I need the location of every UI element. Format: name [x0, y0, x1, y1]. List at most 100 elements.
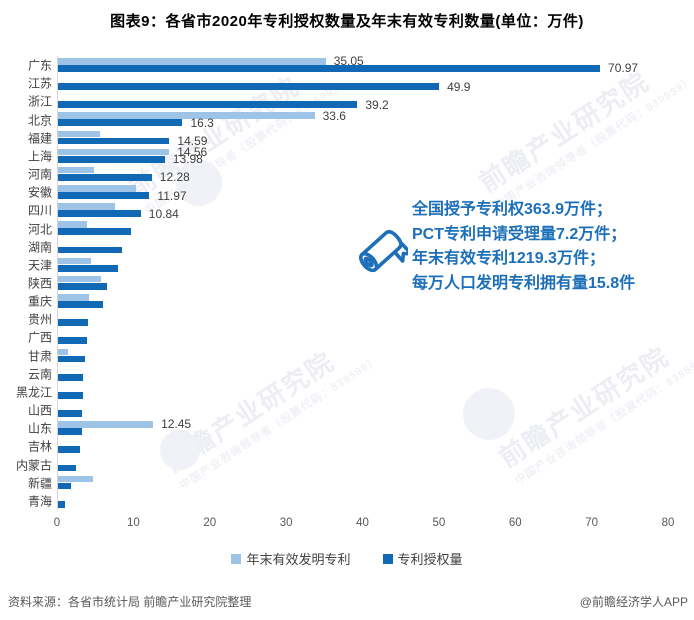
granted-bar: 39.2: [58, 99, 389, 111]
granted-bar: [58, 228, 132, 236]
bar-row: 北京 33.6 16.3: [28, 110, 669, 129]
value-label: 14.59: [177, 134, 208, 149]
category-label: 湖南: [27, 240, 52, 255]
value-label: 14.56: [177, 145, 208, 160]
granted-bar: 11.97: [58, 190, 187, 202]
category-label: 河南: [27, 167, 52, 182]
granted-bar: [58, 428, 82, 435]
category-label: 北京: [27, 113, 52, 128]
granted-bar: [58, 482, 71, 490]
category-label: 安徽: [27, 185, 52, 200]
category-label: 内蒙古: [15, 458, 52, 473]
granted-bar: [58, 446, 81, 454]
granted-bar: [58, 264, 119, 272]
category-label: 广西: [27, 330, 52, 345]
legend-label: 年末有效发明专利: [246, 552, 351, 567]
value-label: 12.45: [161, 417, 192, 432]
value-label: 33.6: [322, 108, 346, 123]
bar-row: 贵州: [28, 310, 669, 328]
bar-row: 重庆: [28, 292, 669, 310]
category-label: 山西: [27, 403, 52, 418]
bar-row: 安徽 11.97: [28, 183, 669, 202]
bar-row: 四川 10.84: [28, 201, 669, 220]
value-label: 11.97: [157, 188, 187, 203]
value-label: 39.2: [365, 97, 389, 112]
valid-bar: [58, 257, 91, 265]
footer: 资料来源：各省市统计局 前瞻产业研究院整理 @前瞻经济学人APP: [0, 589, 694, 613]
value-label: 70.97: [608, 61, 639, 76]
value-label: 49.9: [447, 79, 471, 94]
bar-row: 甘肃: [28, 347, 669, 365]
x-tick-label: 20: [203, 517, 217, 529]
annotation-line: 每万人口发明专利拥有量15.8件: [412, 274, 636, 292]
valid-bar: [58, 275, 101, 283]
category-label: 浙江: [27, 94, 52, 109]
x-tick-label: 40: [356, 517, 369, 529]
granted-bar: [58, 337, 88, 345]
category-label: 甘肃: [27, 349, 52, 364]
credit-note: @前瞻经济学人APP: [579, 595, 688, 609]
granted-bar: [58, 246, 123, 254]
granted-bar: 13.98: [58, 153, 203, 165]
valid-bar: [58, 185, 136, 192]
granted-bar: [58, 319, 88, 327]
category-label: 云南: [27, 367, 52, 382]
value-label: 10.84: [148, 206, 179, 221]
granted-bar: 16.3: [58, 117, 214, 129]
category-label: 上海: [27, 149, 52, 164]
legend-label: 专利授权量: [397, 552, 463, 567]
granted-bar: [58, 391, 84, 399]
category-label: 青海: [27, 494, 52, 509]
granted-bar: [58, 500, 65, 508]
bar-row: 河北: [28, 219, 669, 237]
annotation-line: 全国授予专利权363.9万件；: [412, 201, 613, 218]
category-label: 贵州: [27, 312, 52, 327]
category-label: 陕西: [27, 276, 52, 291]
granted-bar: [58, 282, 107, 290]
bar-row: 新疆: [28, 474, 669, 492]
valid-bar: [58, 203, 115, 210]
plot-area: 广东 35.05 70.97 江苏 49.9 浙江 39.2 北京 33.6 16.3 福建 14.5…: [16, 55, 669, 510]
legend-swatch: [382, 553, 393, 564]
source-note: 资料来源：各省市统计局 前瞻产业研究院整理: [8, 595, 252, 609]
bar-row: 湖南: [28, 238, 669, 256]
annotation-line: 年末有效专利1219.3万件；: [412, 250, 605, 267]
category-label: 吉林: [27, 439, 52, 454]
x-tick-label: 70: [585, 517, 599, 529]
category-label: 新疆: [27, 476, 52, 491]
value-label: 16.3: [190, 115, 214, 130]
bar-row: 山西: [28, 401, 669, 419]
category-label: 江苏: [27, 76, 52, 91]
valid-bar: 33.6: [58, 110, 346, 122]
bar-row: 福建 14.59: [28, 129, 669, 147]
x-axis: 0 10 20 30 40 50 60 70 80: [54, 517, 675, 533]
valid-bar: 14.56: [58, 146, 207, 158]
bar-row: 浙江 39.2: [28, 92, 669, 111]
chart-title: 图表9：各省市2020年专利授权数量及年末有效专利数量(单位：万件): [110, 13, 584, 30]
category-label: 四川: [27, 203, 52, 218]
value-label: 12.28: [159, 170, 190, 185]
valid-bar: [58, 130, 100, 138]
valid-bar: 12.45: [58, 418, 191, 430]
bar-row: 广西: [28, 328, 669, 346]
category-label: 天津: [27, 258, 52, 273]
x-tick-label: 30: [279, 517, 293, 529]
category-label: 山东: [27, 421, 52, 436]
granted-bar: 10.84: [58, 208, 179, 220]
bar-row: 广东 35.05 70.97: [28, 55, 669, 76]
x-tick-label: 10: [126, 517, 140, 529]
granted-bar: [58, 301, 104, 308]
granted-bar: 14.59: [58, 135, 207, 147]
bar-row: 天津: [28, 256, 669, 274]
valid-bar: [58, 348, 68, 356]
bar-row: 云南: [28, 365, 669, 383]
valid-bar: [58, 475, 94, 483]
bar-row: 江苏 49.9: [28, 74, 669, 93]
bar-row: 青海: [28, 492, 669, 510]
legend-item: 年末有效发明专利: [231, 549, 351, 568]
granted-bar: 49.9: [58, 81, 470, 93]
annotation-line: PCT专利申请受理量7.2万件；: [412, 225, 627, 243]
bar-row: 吉林: [28, 437, 669, 455]
category-label: 重庆: [27, 294, 52, 309]
